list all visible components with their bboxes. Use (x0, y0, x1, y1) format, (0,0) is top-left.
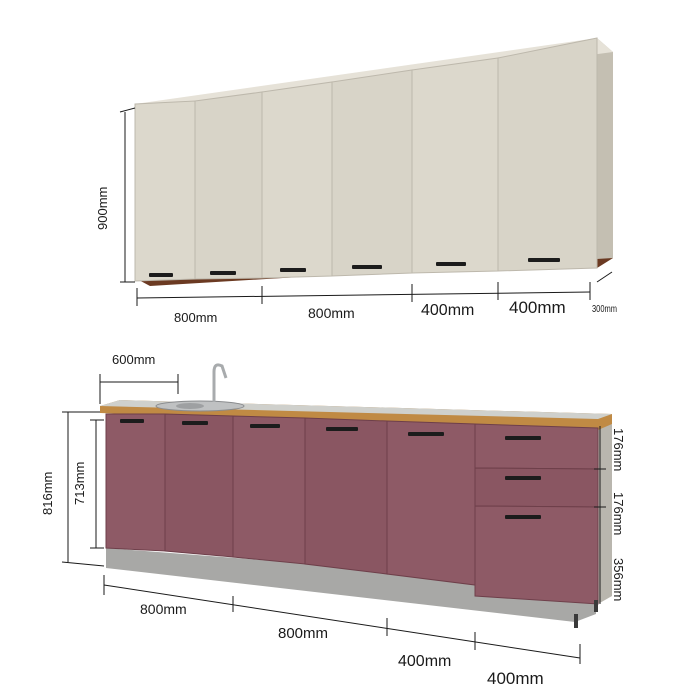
upper-door-3 (261, 81, 333, 279)
upper-width-label-2: 800mm (308, 305, 355, 321)
upper-dimensions (119, 107, 613, 306)
lower-width-label-1: 800mm (140, 601, 187, 617)
upper-door-5 (411, 57, 499, 274)
lower-door-3 (232, 415, 306, 565)
upper-width-label-3: 400mm (421, 302, 474, 319)
drawer-height-label-3: 356mm (611, 558, 626, 601)
upper-depth-label: 300mm (592, 304, 617, 315)
lower-handle-1 (120, 419, 144, 423)
upper-width-label-4: 400mm (509, 298, 566, 317)
drawer-height-label-2: 176mm (611, 492, 626, 535)
total-height-label: 816mm (40, 472, 55, 515)
upper-door-2 (194, 91, 263, 280)
upper-door-1 (134, 100, 196, 282)
sink-depth-label: 600mm (112, 352, 155, 367)
lower-plinth (106, 548, 596, 622)
lower-handle-8 (505, 515, 541, 519)
cabinet-height-label: 713mm (72, 462, 87, 505)
upper-door-4 (331, 69, 413, 277)
upper-handle-4 (352, 265, 382, 269)
lower-dimensions (61, 374, 606, 664)
faucet (212, 363, 228, 402)
lower-width-label-2: 800mm (278, 625, 328, 642)
upper-handle-1 (149, 273, 173, 277)
upper-height-label: 900mm (95, 187, 110, 230)
lower-handle-2 (182, 421, 208, 425)
upper-width-label-1: 800mm (174, 310, 217, 325)
sink (155, 363, 245, 412)
lower-door-5 (386, 420, 476, 586)
lower-handle-3 (250, 424, 280, 428)
upper-door-6 (497, 37, 598, 272)
lower-door-2 (164, 413, 234, 558)
lower-width-label-4: 400mm (487, 669, 544, 688)
upper-handle-5 (436, 262, 466, 266)
lower-handle-4 (326, 427, 358, 431)
lower-drawer-1 (474, 423, 599, 470)
upper-cabinets (134, 37, 613, 286)
upper-side-panel (597, 38, 613, 268)
lower-width-label-3: 400mm (398, 653, 451, 670)
lower-handle-7 (505, 476, 541, 480)
upper-handle-3 (280, 268, 306, 272)
lower-drawer-2 (474, 467, 599, 508)
lower-cabinets (100, 363, 612, 628)
upper-handle-6 (528, 258, 560, 262)
lower-handle-5 (408, 432, 444, 436)
upper-handle-2 (210, 271, 236, 275)
lower-door-1 (105, 413, 166, 552)
leg-1 (574, 614, 578, 628)
lower-door-4 (304, 417, 388, 575)
leg-2 (594, 600, 598, 612)
lower-handle-6 (505, 436, 541, 440)
upper-bottom-edge (135, 258, 613, 286)
drawer-height-label-1: 176mm (611, 428, 626, 471)
lower-drawer-3 (474, 505, 599, 605)
